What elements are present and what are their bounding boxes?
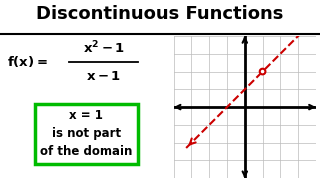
Text: Discontinuous Functions: Discontinuous Functions — [36, 5, 284, 23]
Text: $\mathbf{x - 1}$: $\mathbf{x - 1}$ — [86, 70, 121, 83]
Text: $\mathbf{x^2 - 1}$: $\mathbf{x^2 - 1}$ — [83, 39, 125, 56]
Text: $\mathbf{f(x) =}$: $\mathbf{f(x) =}$ — [7, 54, 48, 69]
Circle shape — [260, 69, 265, 74]
Text: x = 1
is not part
of the domain: x = 1 is not part of the domain — [40, 109, 132, 158]
